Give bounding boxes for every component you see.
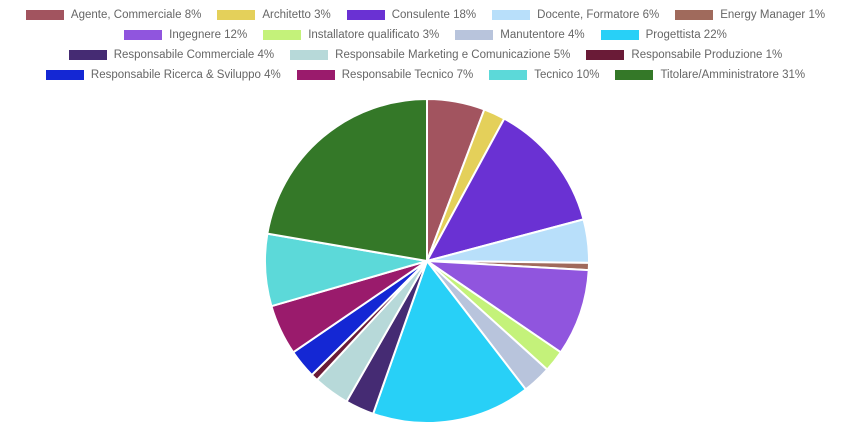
legend-swatch: [586, 50, 625, 60]
legend-item[interactable]: Agente, Commerciale 8%: [25, 9, 202, 21]
legend-label: Manutentore 4%: [500, 29, 585, 41]
legend-row: Responsabile Ricerca & Sviluppo 4% Respon…: [0, 65, 851, 85]
legend-swatch: [290, 50, 329, 60]
legend-label: Progettista 22%: [645, 29, 727, 41]
legend-swatch: [675, 10, 714, 20]
legend-item[interactable]: Tecnico 10%: [489, 69, 599, 81]
legend-swatch: [124, 30, 163, 40]
legend-label: Responsabile Commerciale 4%: [113, 49, 275, 61]
legend-item[interactable]: Architetto 3%: [217, 9, 331, 21]
legend-swatch: [68, 50, 107, 60]
legend-swatch: [346, 10, 385, 20]
legend-swatch: [600, 30, 639, 40]
legend-swatch: [296, 70, 335, 80]
legend-item[interactable]: Progettista 22%: [600, 29, 727, 41]
legend-item[interactable]: Titolare/Amministratore 31%: [615, 69, 805, 81]
legend-swatch: [492, 10, 531, 20]
legend-item[interactable]: Energy Manager 1%: [675, 9, 825, 21]
legend-label: Consulente 18%: [391, 9, 477, 21]
pie-slice[interactable]: [423, 259, 590, 354]
legend-item[interactable]: Responsabile Ricerca & Sviluppo 4%: [45, 69, 281, 81]
legend-item[interactable]: Consulente 18%: [346, 9, 477, 21]
legend-swatch: [455, 30, 494, 40]
legend-label: Responsabile Produzione 1%: [631, 49, 783, 61]
legend-item[interactable]: Responsabile Tecnico 7%: [296, 69, 474, 81]
legend-label: Tecnico 10%: [534, 69, 600, 81]
legend-label: Responsabile Marketing e Comunicazione 5…: [335, 49, 571, 61]
chart-legend: Agente, Commerciale 8% Architetto 3% Consu…: [0, 5, 851, 85]
legend-item[interactable]: Responsabile Produzione 1%: [586, 49, 782, 61]
legend-label: Energy Manager 1%: [720, 9, 826, 21]
pie-slice[interactable]: [371, 258, 528, 424]
legend-label: Titolare/Amministratore 31%: [660, 69, 806, 81]
legend-row: Agente, Commerciale 8% Architetto 3% Consu…: [0, 5, 851, 25]
legend-item[interactable]: Ingegnere 12%: [124, 29, 247, 41]
legend-item[interactable]: Responsabile Marketing e Comunicazione 5…: [290, 49, 570, 61]
legend-label: Ingegnere 12%: [169, 29, 248, 41]
legend-label: Architetto 3%: [262, 9, 331, 21]
pie-slice[interactable]: [425, 117, 585, 263]
legend-label: Docente, Formatore 6%: [537, 9, 660, 21]
legend-row: Ingegnere 12% Installatore qualificato 3%…: [0, 25, 851, 45]
legend-item[interactable]: Installatore qualificato 3%: [263, 29, 439, 41]
legend-swatch: [25, 10, 64, 20]
legend-label: Responsabile Tecnico 7%: [341, 69, 474, 81]
legend-swatch: [489, 70, 528, 80]
legend-item[interactable]: Manutentore 4%: [455, 29, 585, 41]
legend-swatch: [615, 70, 654, 80]
legend-label: Responsabile Ricerca & Sviluppo 4%: [90, 69, 281, 81]
pie-slice[interactable]: [266, 97, 428, 263]
legend-row: Responsabile Commerciale 4% Responsabile …: [0, 45, 851, 65]
legend-item[interactable]: Docente, Formatore 6%: [492, 9, 659, 21]
legend-swatch: [263, 30, 302, 40]
legend-item[interactable]: Responsabile Commerciale 4%: [68, 49, 275, 61]
legend-label: Installatore qualificato 3%: [308, 29, 440, 41]
legend-swatch: [45, 70, 84, 80]
legend-swatch: [217, 10, 256, 20]
legend-label: Agente, Commerciale 8%: [70, 9, 202, 21]
